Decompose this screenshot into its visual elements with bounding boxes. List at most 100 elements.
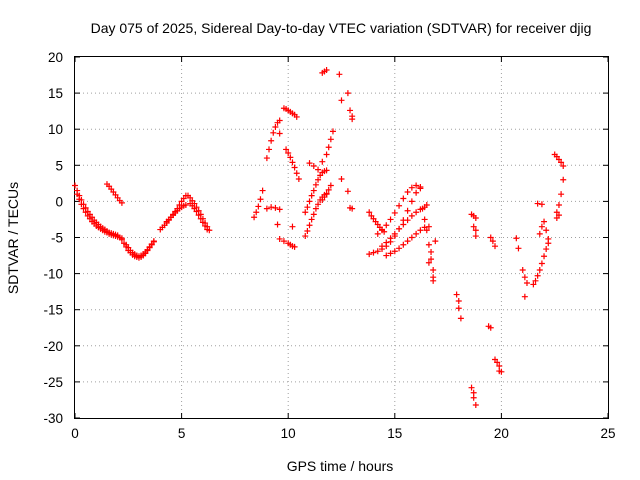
y-tick-label: 0 — [55, 194, 63, 209]
data-point-arc-44 — [538, 223, 545, 230]
data-point-arc-43 — [536, 266, 543, 273]
data-point-arc-18 — [308, 216, 315, 223]
data-point-arc-45 — [534, 200, 541, 207]
data-point-arc-07 — [182, 202, 189, 209]
data-point-arc-17 — [323, 167, 330, 174]
y-tick-label: -5 — [51, 231, 63, 246]
data-point-arc-09 — [202, 222, 209, 229]
data-point-arc-19 — [306, 160, 313, 167]
data-point-arc-12 — [276, 130, 283, 137]
data-point-arc-16 — [274, 221, 281, 228]
data-point-arc-09 — [195, 212, 202, 219]
data-point-arc-20 — [319, 158, 326, 165]
data-point-arc-29 — [408, 234, 415, 241]
data-point-arc-17 — [308, 192, 315, 199]
x-tick-label: 0 — [71, 426, 79, 441]
data-point-arc-17 — [310, 187, 317, 194]
y-axis-label: SDTVAR / TECUs — [5, 182, 21, 294]
data-point-arc-46 — [558, 159, 565, 166]
y-tick-label: -25 — [43, 375, 63, 390]
data-point-arc-11 — [272, 124, 279, 131]
data-point-arc-21 — [323, 190, 330, 197]
data-point-arc-30 — [428, 256, 435, 263]
data-point-arc-10 — [253, 209, 260, 216]
data-point-arc-36 — [472, 402, 479, 409]
data-point-arc-18 — [310, 211, 317, 218]
data-point-arc-20 — [325, 144, 332, 151]
y-tick-label: 15 — [48, 86, 63, 101]
data-point-arc-24 — [349, 205, 356, 212]
data-point-arc-35 — [470, 223, 477, 230]
data-point-arc-09 — [199, 219, 206, 226]
data-point-arc-27 — [383, 222, 390, 229]
data-point-arc-32 — [432, 238, 439, 245]
data-points — [72, 66, 567, 409]
data-point-arc-26 — [374, 248, 381, 255]
data-point-arc-11 — [263, 155, 270, 162]
data-point-arc-27 — [387, 216, 394, 223]
data-point-arc-12 — [285, 150, 292, 157]
data-point-arc-33 — [453, 291, 460, 298]
x-tick-label: 10 — [281, 426, 296, 441]
x-tick-label: 15 — [387, 426, 402, 441]
y-tick-label: -20 — [43, 339, 63, 354]
data-point-arc-30 — [423, 227, 430, 234]
data-point-arc-43 — [538, 260, 545, 267]
data-point-arc-31 — [425, 223, 432, 230]
data-point-arc-02 — [74, 191, 81, 198]
data-point-arc-10 — [255, 203, 262, 210]
y-tick-label: 5 — [55, 158, 63, 173]
data-point-arc-11 — [276, 117, 283, 124]
data-point-arc-21 — [321, 194, 328, 201]
data-point-arc-29 — [417, 227, 424, 234]
data-point-arc-41 — [521, 274, 528, 281]
data-point-arc-23 — [336, 71, 343, 78]
data-point-arc-14 — [263, 205, 270, 212]
data-point-arc-17 — [312, 181, 319, 188]
data-point-arc-11 — [266, 146, 273, 153]
data-point-arc-27 — [417, 183, 424, 190]
y-tick-label: -30 — [43, 411, 63, 426]
data-point-arc-47 — [560, 176, 567, 183]
data-point-arc-33 — [457, 315, 464, 322]
x-axis-label: GPS time / hours — [287, 458, 394, 474]
data-point-arc-28 — [413, 209, 420, 216]
data-point-arc-39 — [494, 359, 501, 366]
data-point-arc-41 — [519, 266, 526, 273]
data-point-arc-22 — [323, 66, 330, 73]
data-point-arc-32 — [425, 259, 432, 266]
grid-lines — [75, 57, 608, 418]
data-point-arc-30 — [425, 241, 432, 248]
data-point-arc-18 — [302, 233, 309, 240]
data-point-arc-43 — [543, 246, 550, 253]
data-point-arc-01 — [72, 182, 78, 189]
data-point-arc-23 — [347, 107, 354, 114]
axis-ticks — [74, 56, 609, 419]
data-point-arc-26 — [404, 207, 411, 214]
data-point-arc-27 — [413, 182, 420, 189]
data-point-arc-43 — [534, 272, 541, 279]
data-point-arc-28 — [400, 221, 407, 228]
data-point-arc-30 — [421, 216, 428, 223]
data-point-arc-39 — [496, 363, 503, 370]
data-point-arc-17 — [306, 198, 313, 205]
data-point-arc-31 — [423, 202, 430, 209]
data-point-arc-26 — [370, 249, 377, 256]
data-point-arc-12 — [293, 170, 300, 177]
data-point-arc-27 — [391, 209, 398, 216]
data-point-arc-33 — [455, 305, 462, 312]
data-point-arc-29 — [391, 248, 398, 255]
data-point-arc-29 — [383, 252, 390, 259]
data-point-arc-17 — [302, 209, 309, 216]
data-point-arc-28 — [404, 217, 411, 224]
data-point-arc-34 — [472, 215, 479, 222]
data-point-arc-41 — [523, 279, 530, 286]
data-point-arc-40 — [513, 235, 520, 242]
data-point-arc-31 — [430, 277, 437, 284]
data-point-arc-17 — [304, 204, 311, 211]
data-point-arc-44 — [545, 235, 552, 242]
x-tick-label: 5 — [178, 426, 186, 441]
x-tick-label: 25 — [600, 426, 615, 441]
data-point-arc-02 — [76, 196, 83, 203]
